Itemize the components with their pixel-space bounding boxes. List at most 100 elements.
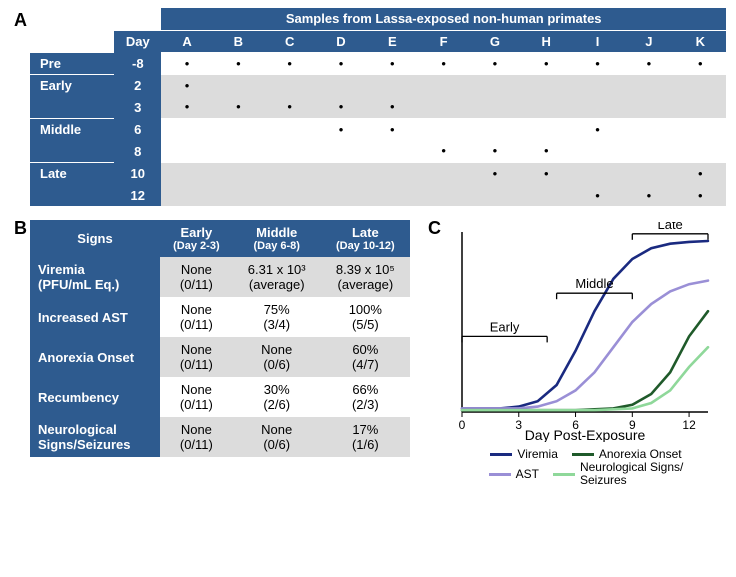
sign-value: None(0/11) xyxy=(160,377,233,417)
sign-value: None(0/11) xyxy=(160,297,233,337)
samples-table: Samples from Lassa-exposed non-human pri… xyxy=(30,8,726,206)
svg-text:Day Post-Exposure: Day Post-Exposure xyxy=(525,427,646,442)
panel-c: C 036912Day Post-ExposureEarlyMiddleLate… xyxy=(428,218,728,568)
sign-row-label: Viremia(PFU/mL Eq.) xyxy=(30,257,160,297)
sample-dot: • xyxy=(185,56,190,71)
sample-dot: • xyxy=(698,56,703,71)
sample-dot: • xyxy=(390,122,395,137)
sign-value: 100%(5/5) xyxy=(321,297,410,337)
legend-swatch xyxy=(572,453,594,456)
panel-c-label: C xyxy=(428,218,441,239)
sign-value: None(0/11) xyxy=(160,337,233,377)
sign-value: 60%(4/7) xyxy=(321,337,410,377)
sign-value: 75%(3/4) xyxy=(233,297,321,337)
sample-dot: • xyxy=(647,188,652,203)
day-cell: 10 xyxy=(114,162,161,184)
sample-dot: • xyxy=(544,56,549,71)
signs-header: Signs xyxy=(30,220,160,257)
sign-value: 17%(1/6) xyxy=(321,417,410,457)
middle-header: Middle(Day 6-8) xyxy=(233,220,321,257)
sign-row-label: NeurologicalSigns/Seizures xyxy=(30,417,160,457)
sample-dot: • xyxy=(595,188,600,203)
col-A: A xyxy=(161,30,212,52)
legend-item: Viremia xyxy=(490,448,557,461)
sample-dot: • xyxy=(339,56,344,71)
sample-dot: • xyxy=(441,143,446,158)
col-D: D xyxy=(315,30,366,52)
legend-swatch xyxy=(553,473,575,476)
sign-row-label: Anorexia Onset xyxy=(30,337,160,377)
svg-text:3: 3 xyxy=(515,418,522,432)
sample-dot: • xyxy=(236,56,241,71)
panel-a-label: A xyxy=(14,10,27,31)
late-header: Late(Day 10-12) xyxy=(321,220,410,257)
sample-dot: • xyxy=(493,143,498,158)
sign-value: 66%(2/3) xyxy=(321,377,410,417)
col-K: K xyxy=(675,30,726,52)
disease-progression-chart: 036912Day Post-ExposureEarlyMiddleLate xyxy=(444,222,714,442)
sample-dot: • xyxy=(595,122,600,137)
col-G: G xyxy=(469,30,520,52)
svg-text:0: 0 xyxy=(459,418,466,432)
sample-dot: • xyxy=(185,78,190,93)
sample-dot: • xyxy=(236,99,241,114)
sign-value: None(0/11) xyxy=(160,257,233,297)
col-I: I xyxy=(572,30,623,52)
day-cell: 2 xyxy=(114,74,161,96)
chart-legend: ViremiaAnorexia OnsetASTNeurological Sig… xyxy=(444,448,728,488)
sample-dot: • xyxy=(441,56,446,71)
svg-text:Middle: Middle xyxy=(575,276,613,291)
sign-row-label: Increased AST xyxy=(30,297,160,337)
col-H: H xyxy=(521,30,572,52)
day-cell: 8 xyxy=(114,140,161,162)
col-E: E xyxy=(367,30,418,52)
sample-dot: • xyxy=(544,166,549,181)
group-late: Late xyxy=(30,162,114,206)
sign-value: 6.31 x 10³(average) xyxy=(233,257,321,297)
sample-dot: • xyxy=(595,56,600,71)
day-cell: 3 xyxy=(114,96,161,118)
sign-row-label: Recumbency xyxy=(30,377,160,417)
day-cell: -8 xyxy=(114,52,161,74)
legend-label: Viremia xyxy=(517,448,557,461)
legend-item: AST xyxy=(489,461,539,487)
day-cell: 12 xyxy=(114,184,161,206)
sample-dot: • xyxy=(390,99,395,114)
panel-b-label: B xyxy=(14,218,27,239)
legend-swatch xyxy=(490,453,512,456)
sample-dot: • xyxy=(185,99,190,114)
sample-dot: • xyxy=(287,56,292,71)
col-C: C xyxy=(264,30,315,52)
panel-b: B SignsEarly(Day 2-3)Middle(Day 6-8)Late… xyxy=(8,218,410,457)
group-early: Early xyxy=(30,74,114,118)
signs-table: SignsEarly(Day 2-3)Middle(Day 6-8)Late(D… xyxy=(30,220,410,457)
sample-dot: • xyxy=(647,56,652,71)
group-pre: Pre xyxy=(30,52,114,74)
day-header: Day xyxy=(114,30,161,52)
group-middle: Middle xyxy=(30,118,114,162)
col-B: B xyxy=(213,30,264,52)
sign-value: None(0/6) xyxy=(233,417,321,457)
early-header: Early(Day 2-3) xyxy=(160,220,233,257)
svg-text:Late: Late xyxy=(657,222,682,232)
col-J: J xyxy=(623,30,674,52)
sign-value: None(0/6) xyxy=(233,337,321,377)
col-F: F xyxy=(418,30,469,52)
legend-item: Neurological Signs/Seizures xyxy=(553,461,683,487)
table-a-title: Samples from Lassa-exposed non-human pri… xyxy=(161,8,726,30)
sample-dot: • xyxy=(698,166,703,181)
legend-swatch xyxy=(489,473,511,476)
sample-dot: • xyxy=(390,56,395,71)
svg-text:12: 12 xyxy=(682,418,696,432)
legend-label: Neurological Signs/Seizures xyxy=(580,461,683,487)
sample-dot: • xyxy=(339,99,344,114)
sample-dot: • xyxy=(287,99,292,114)
sample-dot: • xyxy=(544,143,549,158)
sample-dot: • xyxy=(493,166,498,181)
panel-a: A Samples from Lassa-exposed non-human p… xyxy=(8,8,728,206)
sign-value: 30%(2/6) xyxy=(233,377,321,417)
series-line xyxy=(462,347,708,410)
sample-dot: • xyxy=(698,188,703,203)
svg-text:Early: Early xyxy=(490,319,520,334)
sample-dot: • xyxy=(339,122,344,137)
